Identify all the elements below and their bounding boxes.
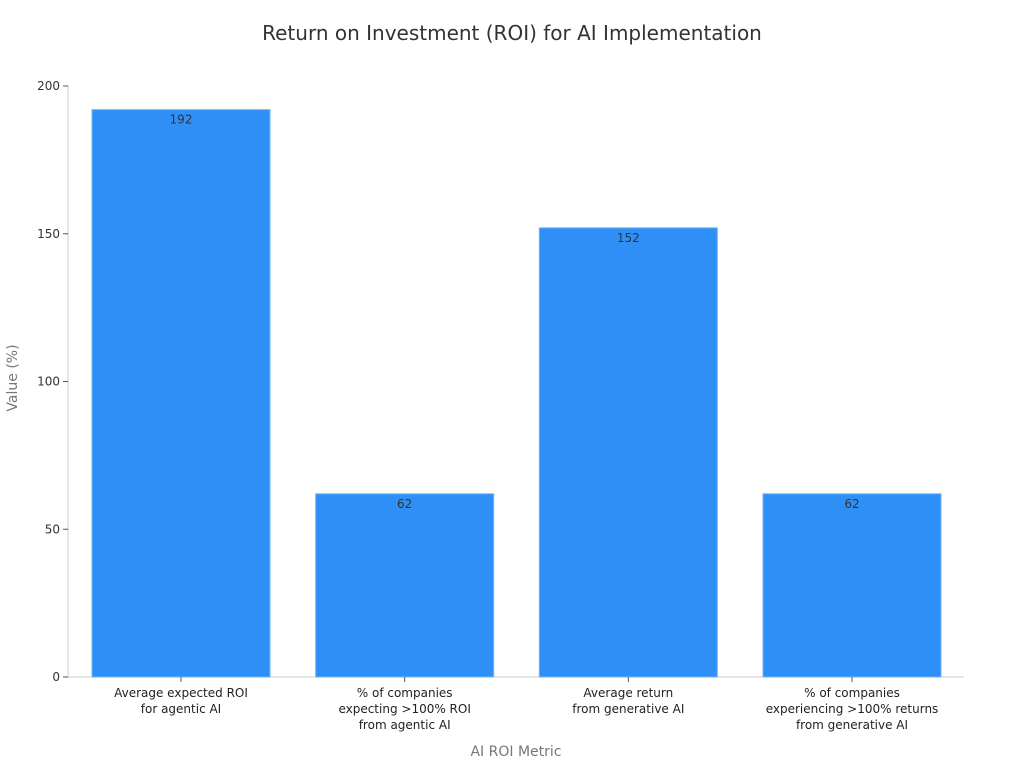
x-tick-label: expecting >100% ROI (338, 702, 470, 716)
data-label: 192 (170, 113, 193, 127)
x-tick-label: from generative AI (572, 702, 684, 716)
x-tick-label: Average return (583, 686, 673, 700)
x-tick-label: experiencing >100% returns (766, 702, 939, 716)
bar (762, 493, 942, 678)
bar (315, 493, 495, 678)
x-tick-label: for agentic AI (141, 702, 221, 716)
x-tick-label: % of companies (804, 686, 900, 700)
y-tick-label: 100 (37, 375, 60, 389)
y-tick-label: 50 (45, 522, 60, 536)
y-tick-label: 200 (37, 79, 60, 93)
x-tick-label: from agentic AI (359, 718, 451, 732)
x-tick-label: from generative AI (796, 718, 908, 732)
x-axis-label: AI ROI Metric (470, 744, 561, 760)
chart-title: Return on Investment (ROI) for AI Implem… (262, 21, 762, 45)
bar (91, 109, 271, 678)
x-tick-label: % of companies (357, 686, 453, 700)
data-label: 62 (844, 497, 859, 511)
y-tick-label: 0 (52, 670, 60, 684)
y-axis-ticks: 0 50 100 150 200 (37, 79, 68, 684)
y-axis-label: Value (%) (5, 344, 21, 411)
y-tick-label: 150 (37, 227, 60, 241)
x-tick-label: Average expected ROI (114, 686, 248, 700)
bar (538, 227, 718, 678)
x-axis-ticks: Average expected ROI for agentic AI % of c… (114, 677, 938, 732)
bars (91, 109, 942, 678)
data-labels: 192 62 152 62 (170, 113, 860, 511)
data-label: 152 (617, 231, 640, 245)
data-label: 62 (397, 497, 412, 511)
